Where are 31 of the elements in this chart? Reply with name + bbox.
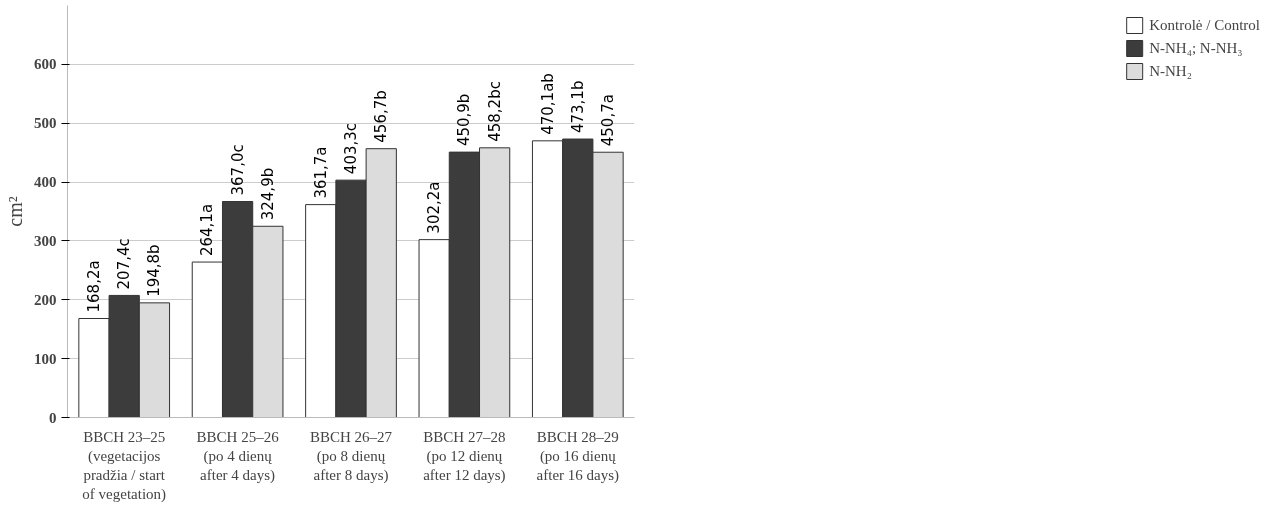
data-label: 168,2a [84, 260, 103, 313]
y-tick-label: 400 [34, 174, 57, 191]
data-label: 403,3c [342, 122, 360, 175]
data-label: 470,1ab [538, 73, 557, 135]
data-label: 194,8b [145, 244, 164, 297]
legend-label: N-NH₂ [1149, 62, 1192, 80]
y-tick-label: 600 [34, 56, 57, 73]
data-label: 450,7a [599, 94, 618, 147]
data-label: 361,7a [311, 146, 330, 199]
x-tick-label: BBCH 26–27 (po 8 dienų after 8 days) [309, 428, 393, 484]
data-label: 367,0c [228, 144, 247, 196]
data-label: 324,9b [258, 167, 277, 221]
data-label: 264,1a [198, 203, 217, 257]
x-tick-label: BBCH 27–28 (po 12 dienų after 12 days) [423, 428, 506, 484]
legend-label: N-NH₄; N-NH₃ [1149, 39, 1243, 57]
y-tick-label: 0 [49, 409, 57, 426]
x-tick-label: BBCH 28–29 (po 16 dienų after 16 days) [536, 428, 620, 484]
y-tick-label: 500 [34, 115, 57, 132]
data-label: 450,9b [455, 93, 474, 147]
data-label: 207,4c [115, 238, 134, 290]
x-tick-label: BBCH 23–25 (vegetacijos pradžia / start of vegetation) [82, 428, 167, 504]
data-label: 458,2bc [485, 81, 504, 142]
y-axis-title: cm² [4, 196, 26, 227]
y-tick-label: 200 [34, 291, 57, 308]
y-tick-label: 300 [34, 232, 57, 249]
x-tick-label: BBCH 25–26 (po 4 dienų after 4 days) [196, 428, 280, 484]
data-label: 456,7b [372, 90, 391, 143]
data-label: 302,2a [425, 181, 444, 234]
legend-label: Kontrolė / Control [1149, 16, 1260, 34]
data-label: 473,1b [568, 80, 587, 134]
y-tick-label: 100 [34, 350, 57, 367]
